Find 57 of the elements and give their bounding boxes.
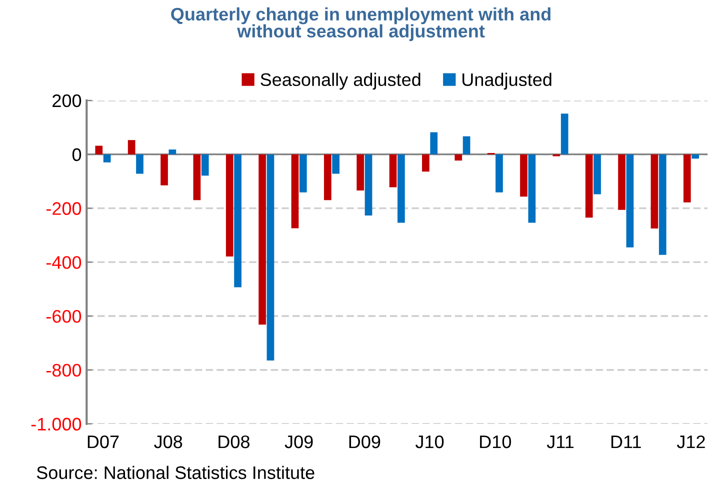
x-tick-label: D09 <box>349 435 380 448</box>
bar <box>560 114 568 154</box>
x-tick-label: J11 <box>546 436 574 448</box>
bar <box>160 154 168 186</box>
y-tick-label: -400 <box>46 256 82 269</box>
bar <box>626 154 634 248</box>
bar <box>136 154 144 174</box>
bar <box>658 154 666 255</box>
bar <box>364 154 372 216</box>
bar <box>692 154 699 159</box>
bar <box>618 154 626 210</box>
bar <box>299 154 307 192</box>
bar <box>528 154 536 223</box>
bar <box>462 136 470 154</box>
y-tick-label: -800 <box>46 364 82 377</box>
bar <box>496 154 503 192</box>
bar <box>201 154 209 176</box>
bar <box>291 154 299 228</box>
bar <box>332 154 340 174</box>
x-tick-label: D08 <box>218 435 250 448</box>
bar <box>95 146 103 154</box>
bar <box>594 154 601 194</box>
bar <box>168 150 176 154</box>
bar <box>258 154 266 325</box>
bar <box>389 154 397 188</box>
x-tick-label: J10 <box>416 435 444 448</box>
x-tick-label: D11 <box>611 436 641 448</box>
y-tick-label: 0 <box>72 148 82 162</box>
bar <box>585 154 593 218</box>
bar <box>266 154 274 361</box>
legend-label: Seasonally adjusted <box>260 72 420 90</box>
legend-label: Unadjusted <box>462 72 552 90</box>
y-tick-label: -200 <box>46 202 82 215</box>
bar <box>520 154 528 197</box>
x-tick-label: J08 <box>154 435 182 448</box>
x-tick-label: D07 <box>88 435 119 448</box>
y-tick-label: -1.000 <box>31 418 82 431</box>
bar <box>128 140 136 154</box>
bar <box>324 154 332 200</box>
y-tick-label: -600 <box>46 310 82 323</box>
chart-title: Quarterly change in unemployment with and without seasonal adjustment <box>171 7 550 42</box>
y-tick-label: 200 <box>52 94 82 108</box>
bar <box>398 154 405 223</box>
bar <box>683 154 691 202</box>
bar <box>422 154 430 172</box>
x-tick-label: J12 <box>676 435 705 448</box>
x-tick-label: J09 <box>284 435 313 448</box>
bar <box>454 154 462 161</box>
bar <box>103 154 111 162</box>
bar <box>234 154 242 288</box>
source-note: Source: National Statistics Institute <box>36 466 314 480</box>
bar <box>226 154 234 256</box>
bar <box>650 154 658 228</box>
x-tick-label: D10 <box>480 435 511 448</box>
bar <box>430 132 438 154</box>
bar <box>356 154 364 190</box>
bar <box>193 154 201 200</box>
